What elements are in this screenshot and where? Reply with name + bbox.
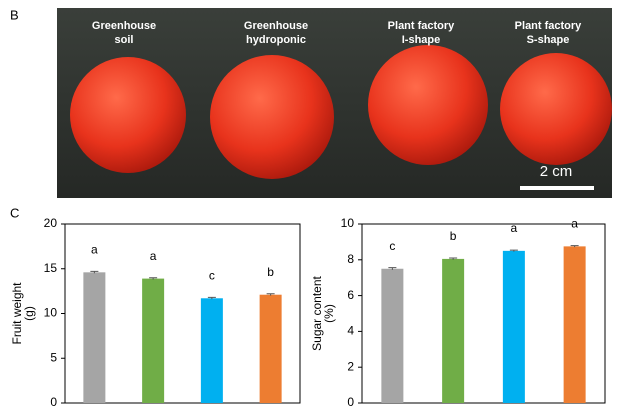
tomato	[70, 57, 186, 173]
significance-label: a	[150, 249, 157, 263]
error-bar	[388, 267, 397, 270]
significance-label: a	[91, 243, 98, 257]
panel-label: B	[10, 7, 19, 22]
y-tick-label: 0	[347, 395, 354, 409]
y-tick-label: 10	[341, 216, 355, 230]
scale-label: 2 cm	[540, 163, 573, 180]
y-tick-label: 8	[347, 252, 354, 266]
panel-label: C	[10, 205, 19, 220]
photo-label: Plant factory	[515, 20, 583, 32]
photo-label: Greenhouse	[244, 20, 308, 32]
y-tick-label: 20	[44, 216, 58, 230]
error-bar	[266, 293, 275, 296]
y-axis-label: (%)	[322, 304, 336, 323]
significance-label: b	[267, 265, 274, 279]
error-bar	[449, 257, 458, 260]
significance-label: c	[209, 268, 215, 282]
y-tick-label: 4	[347, 324, 354, 338]
y-axis-label: Fruit weight	[10, 282, 24, 345]
bar	[563, 246, 586, 403]
photo-label: Plant factory	[388, 20, 456, 32]
photo-label: hydroponic	[246, 34, 306, 46]
photo-label: S-shape	[527, 34, 570, 46]
significance-label: a	[571, 217, 578, 231]
bar	[200, 298, 223, 403]
bar	[381, 268, 404, 403]
tomato	[210, 55, 334, 179]
error-bar	[570, 245, 579, 248]
y-axis-label: Sugar content	[310, 275, 324, 350]
y-axis-label: (g)	[22, 306, 36, 321]
y-tick-label: 2	[347, 359, 354, 373]
scale-bar	[520, 186, 594, 190]
error-bar	[509, 249, 518, 252]
y-tick-label: 0	[50, 395, 57, 409]
bar	[442, 258, 465, 403]
photo-label: Greenhouse	[92, 20, 156, 32]
y-tick-label: 5	[50, 350, 57, 364]
significance-label: c	[389, 239, 395, 253]
photo-label: I-shape	[402, 34, 441, 46]
y-tick-label: 10	[44, 306, 58, 320]
significance-label: b	[450, 229, 457, 243]
error-bar	[90, 270, 99, 274]
tomato	[500, 53, 612, 165]
y-tick-label: 15	[44, 261, 58, 275]
bar	[259, 294, 282, 403]
error-bar	[207, 296, 216, 300]
photo: Greenhouse soil Greenhouse hydroponic Pl…	[57, 8, 612, 198]
y-tick-label: 6	[347, 288, 354, 302]
plot-frame	[361, 223, 606, 404]
bar	[142, 278, 165, 403]
error-bar	[149, 277, 158, 280]
bar	[83, 272, 106, 403]
bar	[502, 250, 525, 403]
significance-label: a	[511, 221, 518, 235]
tomato	[368, 45, 488, 165]
photo-label: soil	[115, 34, 134, 46]
